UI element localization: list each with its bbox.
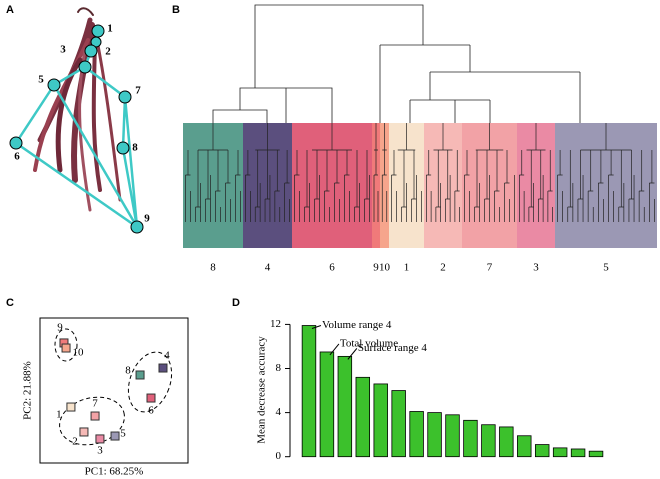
cluster-ellipse bbox=[127, 351, 173, 413]
root-node bbox=[78, 60, 92, 74]
dendro-branch bbox=[381, 123, 388, 222]
y-tick-label: 4 bbox=[276, 406, 282, 418]
cluster-label: 10 bbox=[379, 262, 391, 274]
bar bbox=[355, 376, 371, 458]
point-label: 3 bbox=[97, 444, 103, 456]
node-label: 3 bbox=[60, 44, 66, 56]
root-image bbox=[33, 7, 122, 212]
root-node bbox=[91, 24, 105, 38]
point-label: 2 bbox=[72, 436, 78, 448]
node-label: 1 bbox=[107, 23, 113, 35]
root-node bbox=[9, 136, 23, 150]
panel-label: C bbox=[6, 297, 14, 309]
annotation: Volume range 4 bbox=[322, 319, 392, 331]
dendro-branch bbox=[557, 123, 655, 222]
dendro-branch bbox=[519, 123, 553, 222]
point bbox=[146, 393, 156, 403]
cluster-label: 5 bbox=[603, 262, 609, 274]
y-tick-label: 12 bbox=[270, 318, 281, 330]
cluster-band bbox=[380, 123, 389, 248]
root-node bbox=[130, 220, 144, 234]
plot-frame bbox=[39, 317, 189, 464]
point bbox=[110, 431, 120, 441]
bar bbox=[552, 447, 568, 458]
bar bbox=[570, 448, 586, 458]
annotation: Total volume bbox=[340, 337, 398, 349]
point-label: 1 bbox=[56, 409, 62, 421]
dendro-branch bbox=[391, 123, 422, 222]
point bbox=[66, 402, 76, 412]
cluster-label: 6 bbox=[329, 262, 335, 274]
dendro-branch bbox=[185, 123, 241, 222]
panel-label: A bbox=[6, 4, 14, 16]
bar bbox=[409, 411, 424, 458]
point-label: 9 bbox=[57, 321, 63, 333]
panel-label: B bbox=[172, 4, 180, 16]
point bbox=[90, 411, 100, 421]
dendro-branch bbox=[212, 4, 581, 123]
cluster-label: 7 bbox=[487, 262, 493, 274]
dendro-branch bbox=[245, 123, 290, 222]
dendro-branch bbox=[373, 123, 379, 222]
dendro-branch bbox=[426, 123, 460, 222]
cluster-label: 4 bbox=[265, 262, 271, 274]
node-label: 8 bbox=[132, 142, 138, 154]
bar bbox=[445, 414, 460, 458]
point-label: 5 bbox=[120, 428, 126, 440]
node-label: 7 bbox=[135, 85, 141, 97]
panel-label: D bbox=[232, 297, 240, 309]
node-label: 5 bbox=[38, 74, 44, 86]
node-label: 9 bbox=[144, 213, 150, 225]
dendro-branch bbox=[294, 123, 370, 222]
cluster-label: 8 bbox=[210, 262, 216, 274]
point-label: 7 bbox=[92, 398, 98, 410]
point bbox=[135, 370, 145, 380]
point bbox=[79, 427, 89, 437]
point bbox=[158, 363, 168, 373]
bar bbox=[588, 450, 604, 458]
root-node bbox=[84, 44, 98, 58]
root-node bbox=[47, 78, 61, 92]
cluster-label: 3 bbox=[533, 262, 539, 274]
bar bbox=[534, 444, 550, 458]
bar bbox=[463, 419, 478, 458]
bar bbox=[301, 325, 317, 458]
point-label: 6 bbox=[148, 405, 154, 417]
annotation-leader bbox=[347, 348, 358, 360]
bar bbox=[499, 426, 514, 458]
root-node bbox=[116, 141, 130, 155]
annotation-leader bbox=[311, 325, 322, 329]
y-tick-label: 0 bbox=[276, 450, 282, 462]
cluster-label: 2 bbox=[440, 262, 446, 274]
bar bbox=[517, 435, 532, 458]
bar bbox=[337, 355, 353, 458]
bar bbox=[481, 424, 496, 458]
node-label: 2 bbox=[105, 46, 111, 58]
point-label: 8 bbox=[125, 365, 131, 377]
root-node bbox=[118, 90, 132, 104]
y-axis-label: PC2: 21.88% bbox=[22, 361, 34, 420]
bar bbox=[319, 351, 335, 458]
point-label: 4 bbox=[164, 350, 170, 362]
cluster-band bbox=[372, 123, 380, 248]
annotation: Surface range 4 bbox=[358, 342, 428, 354]
bar bbox=[391, 390, 406, 458]
point bbox=[95, 434, 105, 444]
cluster-label: 9 bbox=[373, 262, 379, 274]
y-axis-label: Mean decrease accuracy bbox=[256, 336, 268, 444]
bar bbox=[427, 412, 442, 458]
bar bbox=[373, 383, 388, 458]
node-label: 6 bbox=[14, 151, 20, 163]
annotation-leader bbox=[329, 343, 340, 356]
cluster-ellipse bbox=[54, 328, 78, 362]
point bbox=[61, 343, 71, 353]
dendro-branch bbox=[464, 123, 515, 222]
y-tick-label: 8 bbox=[276, 362, 282, 374]
x-axis-label: PC1: 68.25% bbox=[85, 466, 144, 478]
cluster-label: 1 bbox=[404, 262, 410, 274]
point-label: 10 bbox=[73, 347, 85, 359]
